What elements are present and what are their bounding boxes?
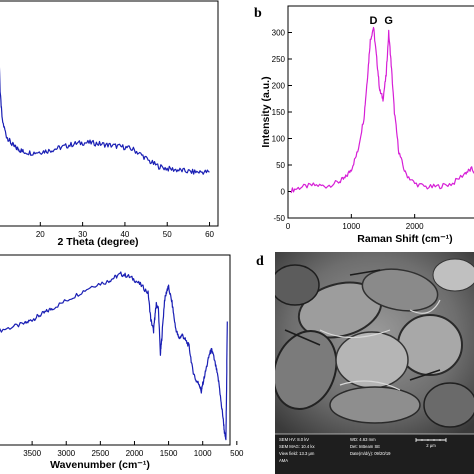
sem-wd: WD: 4.63 mm <box>350 437 376 442</box>
panel-a-x-tick-label: 40 <box>120 230 129 239</box>
panel-a-x-tick-label: 30 <box>78 230 87 239</box>
panel-c-plot-frame <box>0 254 231 446</box>
panel-c-x-tick-label: 2000 <box>126 449 144 458</box>
sem-hv: SEM HV: 8.0 kV <box>279 437 309 442</box>
panel-b-peak-label-D: D <box>370 15 378 27</box>
panel-b-y-tick-label: 0 <box>281 188 286 197</box>
panel-c-x-tick-label: 1500 <box>160 449 178 458</box>
panel-c-x-tick-label: 500 <box>230 449 244 458</box>
panel-b-x-axis-title: Raman Shift (cm⁻¹) <box>357 233 452 245</box>
panel-c-x-tick-label: 2500 <box>91 449 109 458</box>
panel-c-x-tick-label: 1000 <box>194 449 212 458</box>
panel-a-plot-frame <box>0 0 219 227</box>
panel-a-series-line <box>0 66 210 175</box>
panel-b-y-tick-label: 200 <box>272 82 286 91</box>
panel-c-x-axis-title: Wavenumber (cm⁻¹) <box>50 459 150 471</box>
panel-b-y-tick-label: 150 <box>272 108 286 117</box>
panel-b-letter: b <box>254 6 262 21</box>
panel-d-sem: d SEM HV: 8.0 kV WD: 4.63 mm <box>256 252 474 474</box>
panel-b-x-tick-label: 1000 <box>342 222 360 231</box>
sem-operator: AMA <box>279 458 288 463</box>
panel-b-y-tick-label: -50 <box>273 214 285 223</box>
panel-a-x-tick-label: 20 <box>36 230 45 239</box>
sem-date: Date(m/d/y): 09/20/19 <box>350 451 391 456</box>
panel-b-plot-frame <box>287 5 474 219</box>
panel-b-series-line <box>290 26 474 194</box>
panel-d-letter: d <box>256 254 264 269</box>
sem-scale-bar <box>415 438 447 442</box>
panel-b-y-tick-label: 250 <box>272 55 286 64</box>
panel-a-xrd: 20 30 40 50 60 2 Theta (degree) <box>0 0 219 248</box>
sem-view-field: View field: 13.3 μm <box>279 451 315 456</box>
panel-a-x-axis-title: 2 Theta (degree) <box>57 236 138 248</box>
sem-mag: SEM MAG: 10.4 kx <box>279 444 316 449</box>
panel-b-y-axis-title: Intensity (a.u.) <box>260 76 272 147</box>
sem-micrograph <box>275 252 474 434</box>
panel-b-x-tick-label: 0 <box>286 222 291 231</box>
panel-b-y-tick-label: 100 <box>272 135 286 144</box>
panel-c-x-tick-label: 3500 <box>23 449 41 458</box>
panel-a-x-tick-label: 60 <box>205 230 214 239</box>
panel-b-y-tick-label: 300 <box>272 29 286 38</box>
panel-c-series-line <box>0 271 228 441</box>
panel-c-x-tick-label: 3000 <box>57 449 75 458</box>
sem-scale-label: 2 μm <box>426 443 436 448</box>
panel-c-ftir: 3500 3000 2500 2000 1500 1000 500 Wavenumber (… <box>0 254 244 471</box>
sem-det: Det: InBeam SE <box>350 444 380 449</box>
panel-b-x-tick-label: 2000 <box>406 222 424 231</box>
panel-a-x-tick-label: 50 <box>163 230 172 239</box>
panel-b-y-tick-label: 50 <box>276 161 285 170</box>
sem-info-bar <box>275 434 474 474</box>
panel-b-peak-label-G: G <box>384 15 393 27</box>
